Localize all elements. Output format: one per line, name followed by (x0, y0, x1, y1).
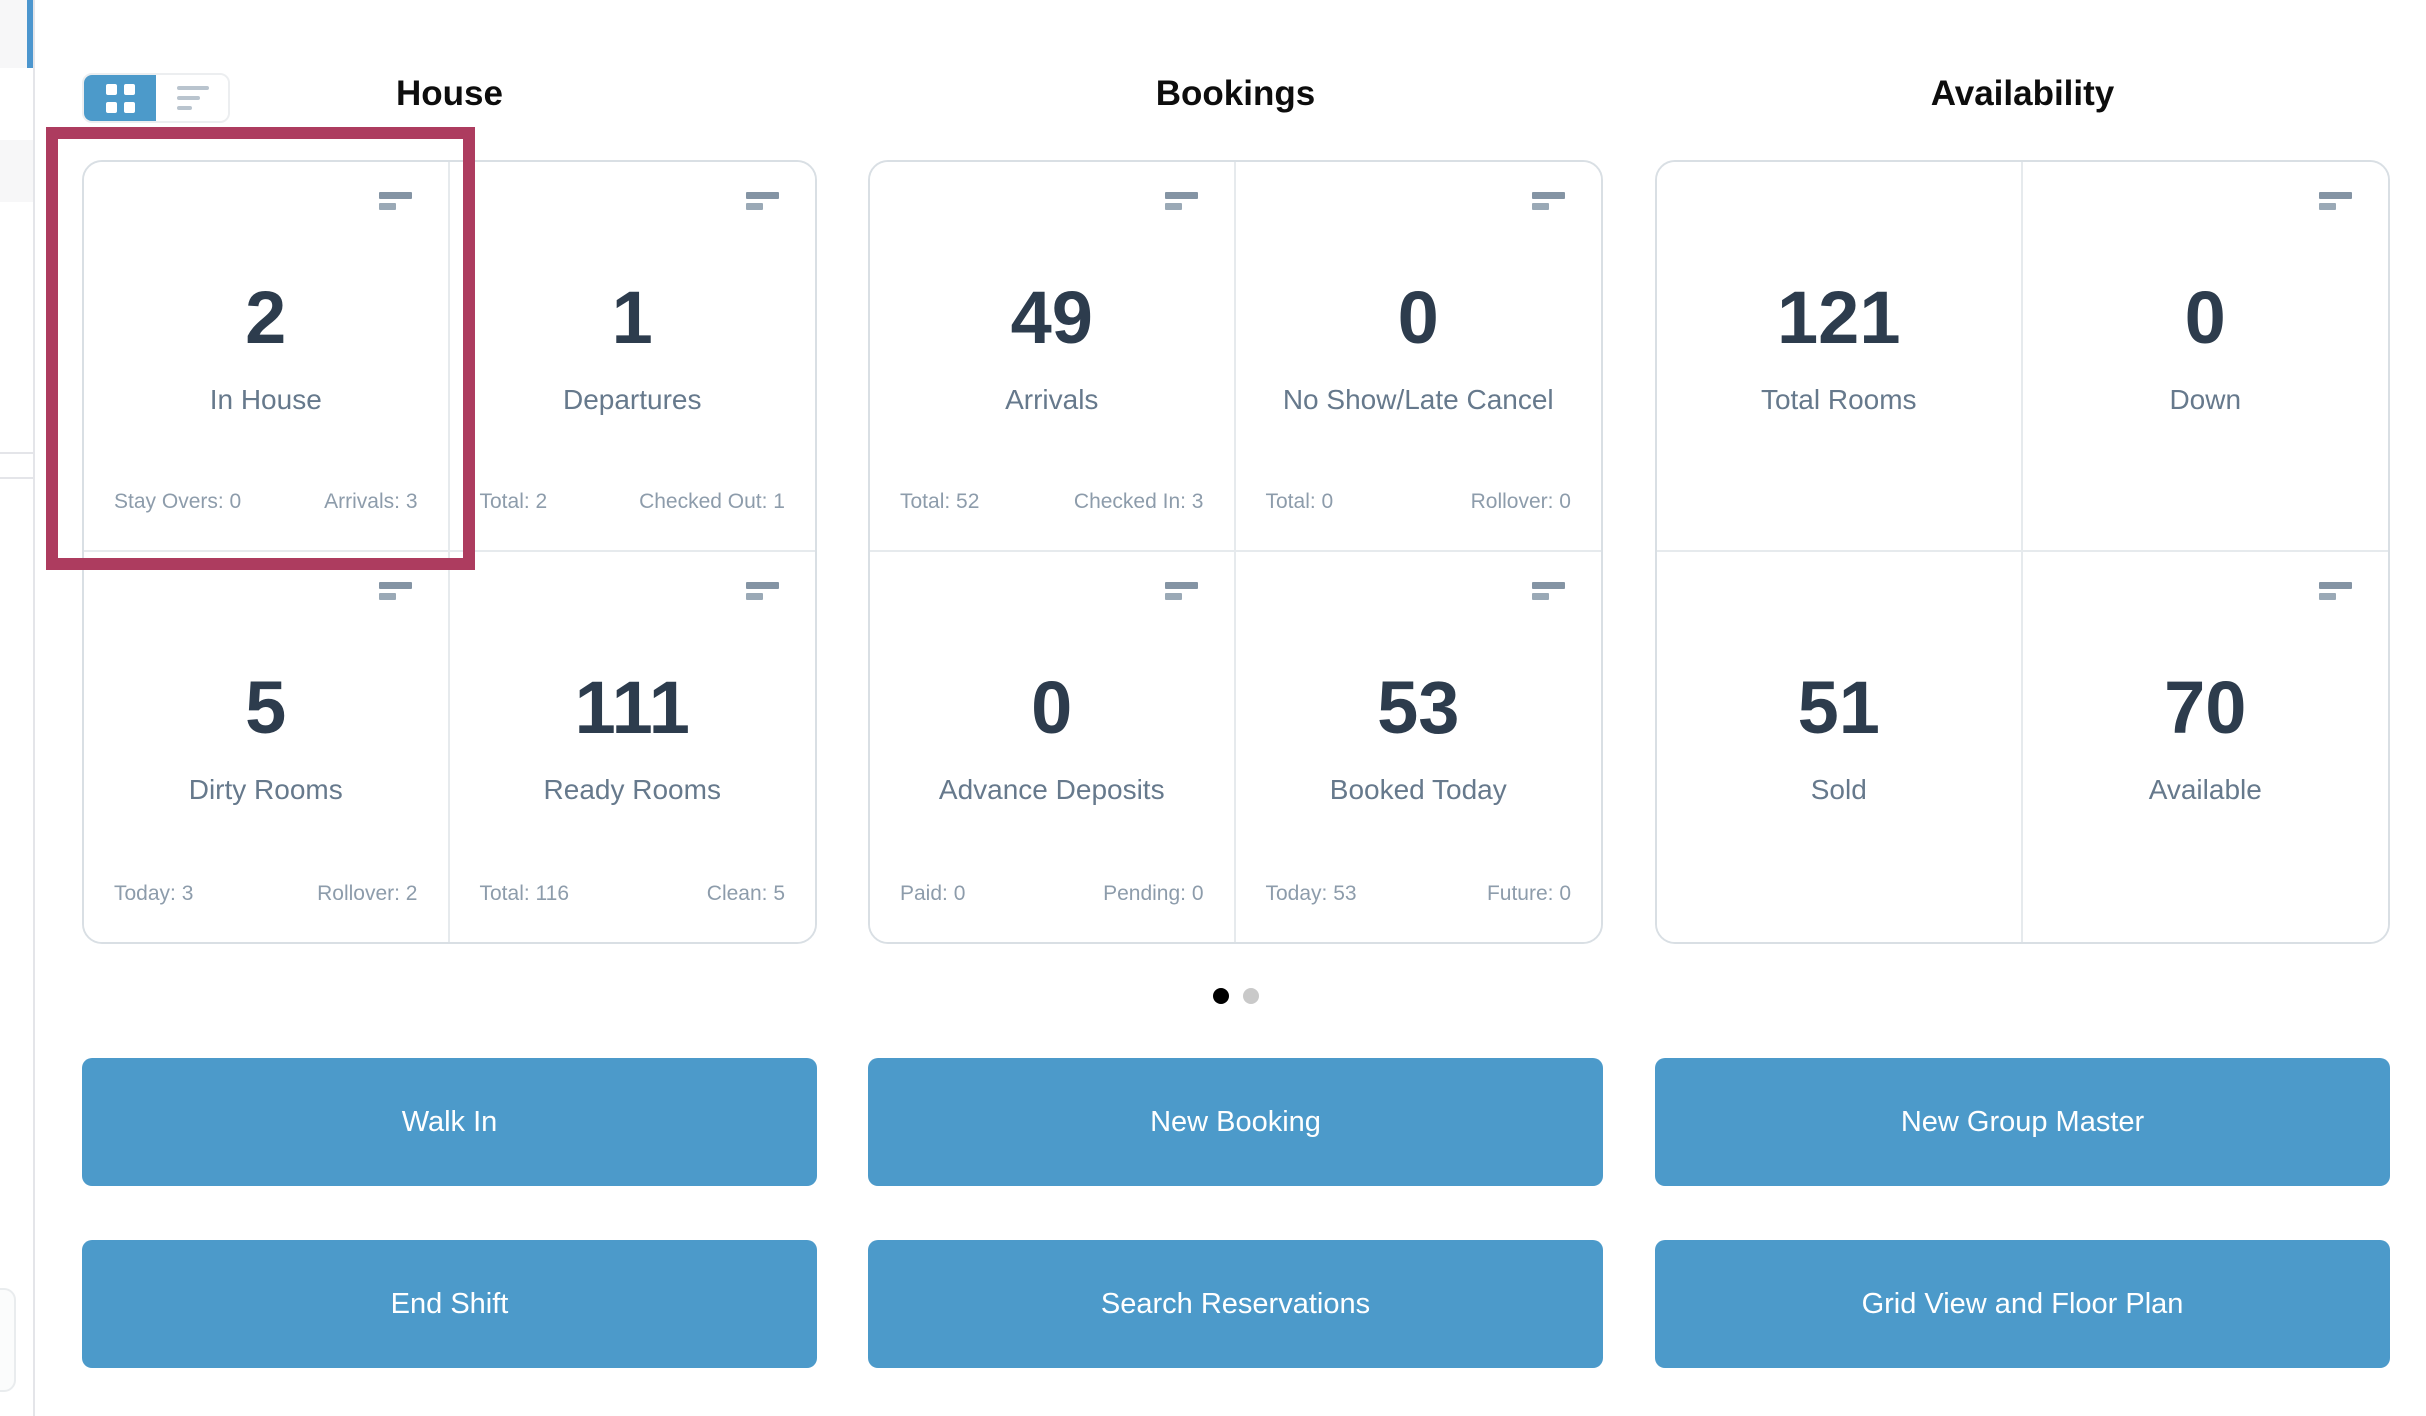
substat-left: Paid: 0 (900, 882, 966, 905)
stat-card-sold[interactable]: 51 Sold (1657, 552, 2023, 942)
walk-in-button[interactable]: Walk In (82, 1058, 817, 1186)
stat-label: Arrivals (1005, 384, 1099, 415)
stat-card-advance-deposits[interactable]: 0 Advance Deposits Paid: 0 Pending: 0 (870, 552, 1236, 942)
stat-label: Available (2148, 774, 2262, 805)
carousel-pagination (868, 988, 1603, 1004)
stat-value: 49 (1010, 276, 1093, 359)
substat-left: Today: 53 (1265, 882, 1357, 905)
stat-value: 111 (574, 666, 690, 749)
stat-label: No Show/Late Cancel (1282, 384, 1554, 415)
left-rail (0, 0, 35, 1416)
section-title-house: House (396, 74, 503, 113)
stat-value: 53 (1377, 666, 1460, 749)
substat-right: Checked In: 3 (1073, 490, 1204, 513)
rail-active-accent-bar (27, 0, 33, 68)
new-group-master-button[interactable]: New Group Master (1655, 1058, 2390, 1186)
card-menu-icon[interactable] (746, 192, 779, 210)
rail-nav-item-active[interactable] (0, 0, 27, 68)
stat-card-total-rooms[interactable]: 121 Total Rooms (1657, 162, 2023, 552)
stat-label: Ready Rooms (543, 774, 721, 805)
substat-left: Total: 52 (900, 490, 980, 513)
stat-value: 0 (1397, 276, 1439, 359)
section-title-availability: Availability (1930, 74, 2115, 113)
rail-nav-item[interactable] (0, 140, 33, 202)
stat-card-no-show-late-cancel[interactable]: 0 No Show/Late Cancel Total: 0 Rollover:… (1235, 162, 1601, 552)
stat-label: Sold (1810, 774, 1867, 805)
substat-right: Future: 0 (1486, 882, 1571, 905)
end-shift-button[interactable]: End Shift (82, 1240, 817, 1368)
substat-right: Pending: 0 (1103, 882, 1204, 905)
carousel-dot-page-2[interactable] (1242, 988, 1259, 1004)
stat-card-arrivals[interactable]: 49 Arrivals Total: 52 Checked In: 3 (870, 162, 1236, 552)
list-view-toggle-button[interactable] (156, 75, 228, 121)
bookings-panel: 49 Arrivals Total: 52 Checked In: 3 0 No… (868, 160, 1603, 944)
card-menu-icon[interactable] (1164, 582, 1198, 600)
highlight-box (46, 127, 475, 570)
stat-card-ready-rooms[interactable]: 111 Ready Rooms Total: 116 Clean: 5 (449, 552, 815, 942)
stat-card-available[interactable]: 70 Available (2022, 552, 2388, 942)
rail-divider (0, 477, 33, 479)
section-title-bookings: Bookings (1155, 74, 1316, 113)
grid-view-icon (105, 83, 135, 113)
view-toggle (82, 73, 230, 123)
substat-left: Total: 116 (479, 882, 570, 905)
card-menu-icon[interactable] (1164, 192, 1198, 210)
stat-card-dirty-rooms[interactable]: 5 Dirty Rooms Today: 3 Rollover: 2 (84, 552, 450, 942)
card-menu-icon[interactable] (2319, 582, 2352, 600)
card-menu-icon[interactable] (378, 582, 412, 600)
card-menu-icon[interactable] (378, 192, 412, 210)
card-menu-icon[interactable] (2319, 192, 2352, 210)
substat-right: Rollover: 2 (317, 882, 418, 905)
stat-label: In House (209, 384, 322, 415)
stat-label: Dirty Rooms (188, 774, 343, 805)
card-menu-icon[interactable] (746, 582, 779, 600)
rail-divider (0, 452, 33, 454)
stat-value: 0 (2184, 276, 2226, 359)
stat-card-in-house[interactable]: 2 In House Stay Overs: 0 Arrivals: 3 (84, 162, 450, 552)
stat-value: 5 (245, 666, 287, 749)
stat-value: 51 (1797, 666, 1880, 749)
stat-label: Advance Deposits (938, 774, 1165, 805)
substat-left: Total: 0 (1265, 490, 1334, 513)
stat-card-departures[interactable]: 1 Departures Total: 2 Checked Out: 1 (449, 162, 815, 552)
card-menu-icon[interactable] (1532, 192, 1565, 210)
availability-panel: 121 Total Rooms 0 Down 51 Sold 70 Availa… (1655, 160, 2390, 944)
grid-view-floor-plan-button[interactable]: Grid View and Floor Plan (1655, 1240, 2390, 1368)
rail-partial-button[interactable] (0, 1288, 16, 1392)
new-booking-button[interactable]: New Booking (868, 1058, 1603, 1186)
house-panel: 2 In House Stay Overs: 0 Arrivals: 3 1 D… (82, 160, 817, 944)
card-menu-icon[interactable] (1532, 582, 1565, 600)
list-view-icon (177, 86, 209, 90)
stat-label: Departures (562, 384, 702, 415)
substat-left: Total: 2 (479, 490, 548, 513)
grid-view-toggle-button[interactable] (84, 75, 156, 121)
substat-left: Stay Overs: 0 (114, 490, 242, 513)
substat-right: Clean: 5 (706, 882, 785, 905)
stat-card-booked-today[interactable]: 53 Booked Today Today: 53 Future: 0 (1235, 552, 1601, 942)
stat-card-down[interactable]: 0 Down (2022, 162, 2388, 552)
substat-right: Arrivals: 3 (324, 490, 418, 513)
stat-value: 121 (1777, 276, 1901, 359)
stat-value: 70 (2164, 666, 2247, 749)
carousel-dot-page-1[interactable] (1212, 988, 1229, 1004)
substat-right: Checked Out: 1 (639, 490, 785, 513)
stat-label: Booked Today (1329, 774, 1507, 805)
stat-value: 2 (245, 276, 287, 359)
stat-label: Down (2169, 384, 2242, 415)
substat-right: Rollover: 0 (1470, 490, 1571, 513)
stat-value: 1 (611, 276, 653, 359)
substat-left: Today: 3 (114, 882, 194, 905)
stat-label: Total Rooms (1760, 384, 1917, 415)
stat-value: 0 (1031, 666, 1073, 749)
search-reservations-button[interactable]: Search Reservations (868, 1240, 1603, 1368)
